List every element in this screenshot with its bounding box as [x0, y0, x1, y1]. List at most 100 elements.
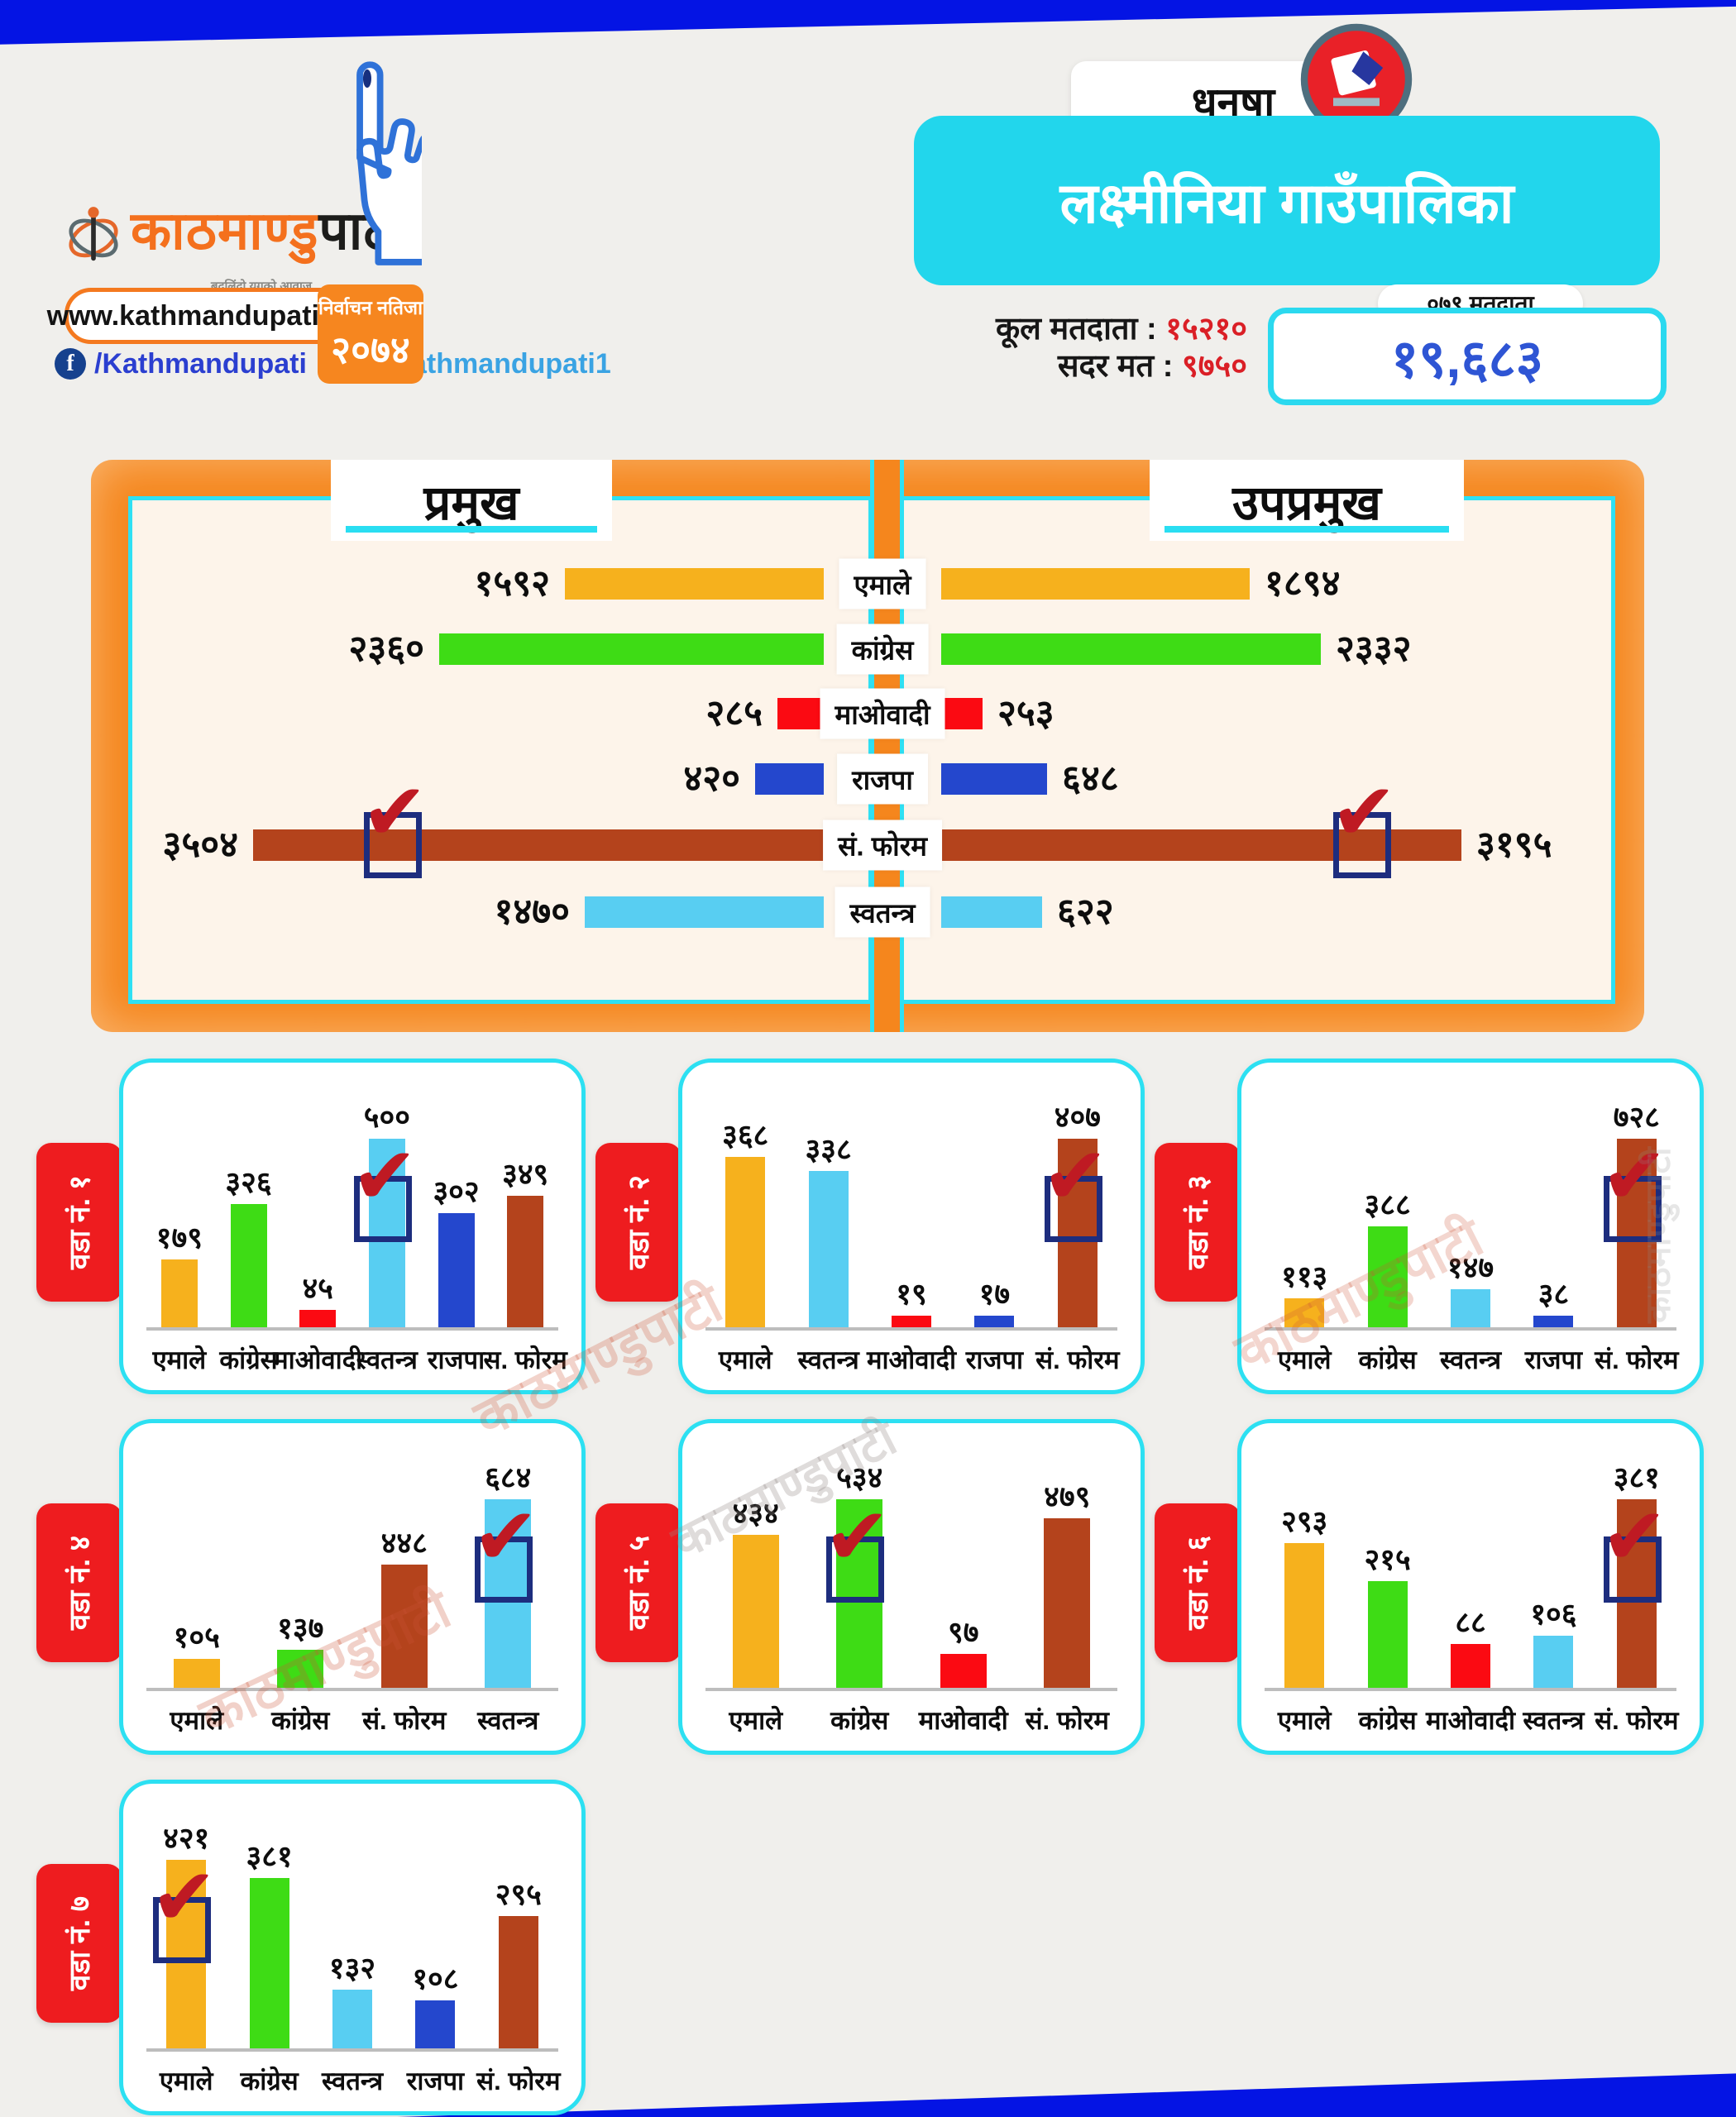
ward-columns: ४२१ एमाले ३८१ कांग्रेस १३२ स्वतन्त्र १०८ राजपा २… [145, 1792, 560, 2101]
chief-value-4: ४२० [683, 758, 740, 799]
bar [277, 1650, 324, 1688]
ward-bar-column: १७९ एमाले [145, 1071, 214, 1380]
party-name: एमाले [729, 1706, 783, 1735]
bar [1367, 1226, 1408, 1327]
party-name: एमाले [159, 2067, 213, 2095]
party-name: माओवादी [1425, 1706, 1516, 1735]
ward-tab-label: वडा नं. १ [63, 1174, 96, 1270]
chief-value-5: ३५०४ [162, 824, 238, 865]
ward-tab-label: वडा नं. ४ [63, 1535, 96, 1631]
ward-bar-column: १४७ स्वतन्त्र [1429, 1071, 1512, 1380]
bar [974, 1316, 1015, 1327]
bar [1284, 1543, 1325, 1688]
ward-bar-column: ५०० स्वतन्त्र [352, 1071, 422, 1380]
bar [173, 1659, 220, 1688]
ward-bar-column: ४३४ एमाले [704, 1431, 808, 1741]
deputy-title: उपप्रमुख [1150, 460, 1464, 541]
deputy-value-1: १८९४ [1265, 563, 1341, 604]
ward-card-2: ३६८ एमाले ३३८ स्वतन्त्र १९ माओवादी १७ राजपा ४०७ स… [678, 1058, 1145, 1394]
bar-value: ३२६ [225, 1165, 272, 1199]
ward-columns: ११३ एमाले ३८८ कांग्रेस १४७ स्वतन्त्र ३८ राजपा ७२… [1263, 1071, 1679, 1380]
party-label-6: स्वतन्त्र [835, 886, 930, 938]
party-label-1: एमाले [839, 558, 926, 609]
party-name: एमाले [1277, 1706, 1332, 1735]
bar-value: ४३४ [732, 1496, 779, 1530]
ward-bar-column: ३८१ कांग्रेस [227, 1792, 310, 2101]
bar-value: ५३४ [836, 1460, 883, 1494]
party-name: स्वतन्त्र [477, 1706, 539, 1735]
ward-plot-1: १७९ एमाले ३२६ कांग्रेस ४५ माओवादी ५०० स्वतन्त्र… [145, 1071, 567, 1380]
winner-check [1601, 1498, 1667, 1603]
ward-bar-column: १३७ कांग्रेस [249, 1431, 353, 1741]
deputy-bar-6 [941, 896, 1042, 928]
ward-bar-column: ३०२ राजपा [422, 1071, 491, 1380]
bar-value: ९७ [948, 1615, 979, 1649]
total-voters-line: कूल मतदाता : १५२१० [996, 312, 1247, 346]
bar-value: १३२ [328, 1951, 376, 1985]
ward-bar-column: २९३ एमाले [1263, 1431, 1346, 1741]
chief-value-2: २३६० [348, 628, 424, 669]
bar-value: ४४८ [380, 1526, 428, 1560]
ward-plot-3: ११३ एमाले ३८८ कांग्रेस १४७ स्वतन्त्र ३८ राजपा ७२… [1263, 1071, 1679, 1380]
party-name: स. फोरम [483, 1345, 567, 1374]
party-name: स्वतन्त्र [321, 2067, 384, 2095]
facebook-icon[interactable]: f [55, 348, 86, 380]
brand-logo-icon [66, 202, 121, 275]
tornado-rows: १५९२ १८९४ एमाले २३६० २३३२ कांग्रेस २८५ २५३ माओवा… [91, 460, 1644, 1032]
party-name: स्वतन्त्र [1439, 1345, 1502, 1374]
ward-card-1: १७९ एमाले ३२६ कांग्रेस ४५ माओवादी ५०० स्वतन्त्र… [119, 1058, 586, 1394]
ward-axis [146, 1327, 558, 1331]
voter-stats: कूल मतदाता : १५२१० सदर मत : ९७५० [877, 311, 1247, 385]
municipality-title: लक्ष्मीनिया गाउँपालिका [914, 116, 1660, 285]
deputy-value-3: २५३ [997, 693, 1055, 734]
ward-axis [1265, 1327, 1676, 1331]
ward-tab-1: वडा नं. १ [36, 1143, 122, 1302]
party-name: सं. फोरम [362, 1706, 447, 1735]
bar-value: १०६ [1530, 1597, 1577, 1631]
chief-value-1: १५९२ [474, 563, 550, 604]
party-name: कांग्रेस [240, 2067, 299, 2095]
bar [1533, 1316, 1574, 1327]
ward-plot-2: ३६८ एमाले ३३८ स्वतन्त्र १९ माओवादी १७ राजपा ४०७ स… [704, 1071, 1120, 1380]
ward-tab-label: वडा नं. २ [622, 1174, 655, 1270]
chief-bar-6 [585, 896, 824, 928]
party-name: स्वतन्त्र [1523, 1706, 1585, 1735]
party-name: एमाले [170, 1706, 224, 1735]
chief-bar-4 [755, 763, 824, 795]
election-result-badge: निर्वाचन नतिजा २०७४ [318, 284, 423, 384]
bar [160, 1259, 198, 1327]
bar-value: ५०० [363, 1100, 410, 1134]
deputy-value-2: २३३२ [1336, 628, 1412, 669]
ward-card-4: १०५ एमाले १३७ कांग्रेस ४४८ सं. फोरम ६८४ स्वतन्त… [119, 1419, 586, 1755]
bar-value: ३८१ [1613, 1460, 1660, 1494]
ward-bar-column: ३८ राजपा [1512, 1071, 1595, 1380]
ward-bar-column: १७ राजपा [953, 1071, 1035, 1380]
bar-value: ३८ [1538, 1277, 1570, 1311]
bar-value: १३७ [277, 1611, 324, 1645]
winner-check [824, 1498, 891, 1603]
ward-plot-4: १०५ एमाले १३७ कांग्रेस ४४८ सं. फोरम ६८४ स्वतन्त… [145, 1431, 560, 1741]
facebook-handle[interactable]: /Kathmandupati [94, 347, 307, 380]
ward-tab-5: वडा नं. ५ [595, 1503, 681, 1662]
party-name: माओवादी [918, 1706, 1008, 1735]
main-chart-frame: प्रमुख उपप्रमुख १५९२ १८९४ एमाले २३६० २३३२ कां… [91, 460, 1644, 1032]
ward-bar-column: ४७९ सं. फोरम [1016, 1431, 1120, 1741]
party-name: कांग्रेस [271, 1706, 330, 1735]
winner-check [352, 1137, 418, 1242]
ward-plot-6: २९३ एमाले २१५ कांग्रेस ८८ माओवादी १०६ स्वतन्त्र… [1263, 1431, 1679, 1741]
party-name: कांग्रेस [1358, 1345, 1417, 1374]
ward-axis [705, 1327, 1117, 1331]
ward-columns: ३६८ एमाले ३३८ स्वतन्त्र १९ माओवादी १७ राजपा ४०७ स… [704, 1071, 1120, 1380]
ward-axis [146, 1688, 558, 1691]
ward-bar-column: ३८८ कांग्रेस [1346, 1071, 1428, 1380]
ward-card-6: २९३ एमाले २१५ कांग्रेस ८८ माओवादी १०६ स्वतन्त्र… [1237, 1419, 1704, 1755]
ward-bar-column: ३२६ कांग्रेस [214, 1071, 284, 1380]
ward-bar-column: ४२१ एमाले [145, 1792, 227, 2101]
chief-title: प्रमुख [331, 460, 612, 541]
chief-bar-3 [777, 698, 824, 729]
party-name: कांग्रेस [830, 1706, 889, 1735]
deputy-value-6: ६२२ [1057, 891, 1114, 932]
ward-tab-6: वडा नं. ६ [1155, 1503, 1241, 1662]
top-blue-band [0, 0, 1736, 45]
bar-value: १०८ [412, 1962, 459, 1995]
